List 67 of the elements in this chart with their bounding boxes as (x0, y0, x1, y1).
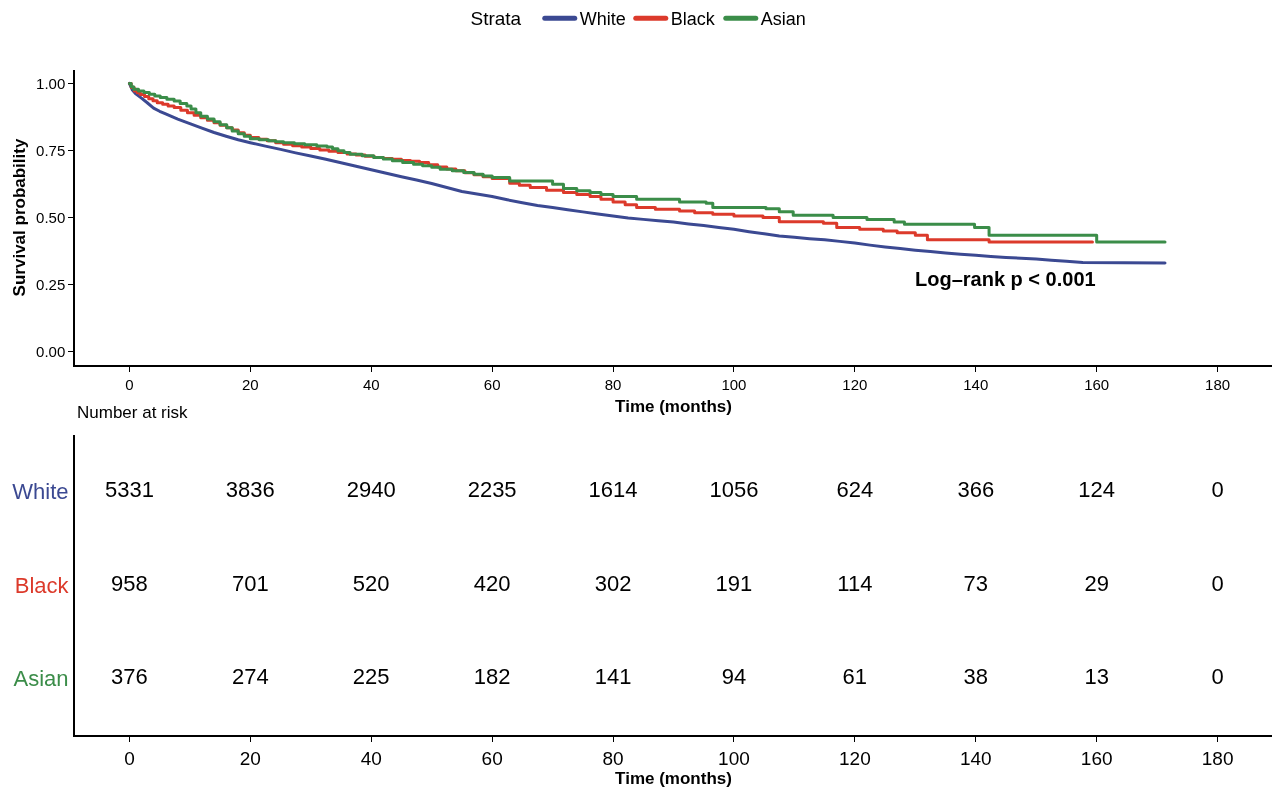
data-label: 0 (1211, 476, 1224, 502)
x-tick-label: 140 (963, 375, 989, 393)
x-tick-label: 140 (959, 747, 992, 769)
data-label: 958 (111, 570, 148, 596)
x-tick-label: 60 (481, 747, 503, 769)
data-label: 274 (231, 664, 269, 690)
data-label: 2940 (346, 476, 396, 502)
data-label: 0 (1211, 570, 1224, 596)
y-tick-label: Asian (13, 666, 69, 692)
data-label: 29 (1084, 570, 1109, 596)
data-label: 61 (842, 664, 868, 690)
data-label: 141 (594, 664, 632, 690)
data-label: 624 (836, 476, 874, 502)
x-tick-label: 80 (602, 747, 624, 769)
x-tick-label: 160 (1080, 747, 1113, 769)
data-label: 73 (963, 570, 989, 596)
y-tick-label: 0.75 (36, 141, 66, 159)
x-tick-label: 60 (483, 375, 501, 393)
annotation: Log–rank p < 0.001 (915, 268, 1096, 290)
x-tick-label: 120 (842, 375, 868, 393)
chart-title: Number at risk (77, 403, 189, 422)
x-tick-label: 120 (839, 747, 871, 769)
x-tick-label: 40 (362, 375, 380, 393)
data-label: 701 (231, 570, 269, 596)
x-tick-label: 0 (125, 375, 134, 393)
data-label: 114 (837, 570, 873, 596)
y-axis-title: Survival probability (10, 138, 30, 297)
y-tick-label: 0.50 (36, 208, 66, 226)
data-label: 5331 (104, 476, 154, 502)
data-label: 420 (473, 570, 511, 596)
data-label: 38 (963, 664, 989, 690)
y-tick-label: 0.00 (36, 342, 66, 360)
data-label: 366 (957, 476, 995, 502)
x-tick-label: 160 (1084, 375, 1110, 393)
data-label: 302 (594, 570, 632, 596)
legend-label: White (579, 9, 626, 30)
data-label: 225 (352, 664, 390, 690)
data-label: 13 (1084, 664, 1109, 690)
data-label: 376 (111, 664, 148, 690)
x-tick-label: 20 (239, 747, 261, 769)
x-axis-title: Time (months) (615, 768, 732, 788)
data-label: 2235 (467, 476, 517, 502)
data-label: 1056 (709, 476, 759, 502)
x-tick-label: 80 (604, 375, 622, 393)
legend-label: Black (670, 9, 716, 30)
x-tick-label: 40 (360, 747, 382, 769)
data-label: 94 (721, 664, 747, 690)
y-tick-label: 1.00 (36, 74, 66, 92)
x-tick-label: 100 (721, 375, 747, 393)
y-tick-label: Black (14, 572, 70, 598)
x-tick-label: 0 (124, 747, 135, 769)
x-tick-label: 100 (718, 747, 750, 769)
y-tick-label: 0.25 (36, 275, 66, 293)
data-label: 182 (473, 664, 511, 690)
x-tick-label: 180 (1201, 747, 1234, 769)
data-label: 191 (715, 570, 753, 596)
data-label: 520 (352, 570, 390, 596)
data-label: 0 (1211, 664, 1224, 690)
legend-title: Strata (470, 7, 532, 29)
x-tick-label: 20 (241, 375, 259, 393)
y-tick-label: White (12, 478, 69, 504)
x-axis-title: Time (months) (615, 396, 732, 416)
legend-label: Asian (760, 9, 806, 30)
data-label: 1614 (588, 476, 638, 502)
data-label: 124 (1078, 476, 1116, 502)
x-tick-label: 180 (1205, 375, 1231, 393)
data-label: 3836 (225, 476, 275, 502)
